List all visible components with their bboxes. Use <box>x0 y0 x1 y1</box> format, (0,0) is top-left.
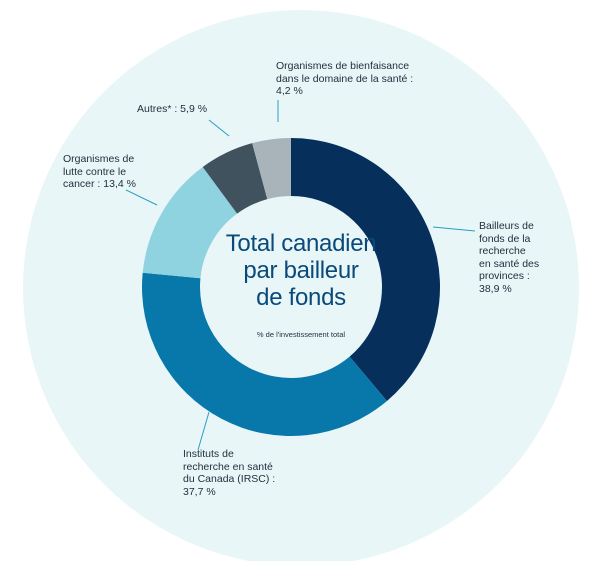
slice-cancer <box>142 166 238 279</box>
slice-label-autres: Autres* : 5,9 % <box>137 103 208 115</box>
slice-label-bienfaisance: Organismes de bienfaisance dans le domai… <box>276 60 414 97</box>
chart-title-line: de fonds <box>256 284 346 311</box>
slice-label-irsc: Instituts de recherche en santé du Canad… <box>183 448 276 498</box>
slice-label-provinces: Bailleurs de fonds de la recherche en sa… <box>479 220 540 295</box>
leader-provinces <box>432 226 476 232</box>
slice-irsc <box>142 272 387 436</box>
slice-bienfaisance <box>252 138 291 200</box>
background-circle <box>23 10 579 561</box>
leader-autres <box>208 119 230 137</box>
slice-label-cancer: Organismes de lutte contre le cancer : 1… <box>63 153 136 190</box>
chart-subtitle: % de l'investissement total <box>256 330 346 339</box>
leader-irsc <box>197 411 210 451</box>
leader-cancer <box>125 189 158 206</box>
chart-title: Total canadien par bailleur de fonds <box>186 230 416 311</box>
chart-title-line: Total canadien <box>225 230 377 257</box>
chart-title-line: par bailleur <box>243 257 359 284</box>
slice-autres <box>202 143 268 214</box>
slice-provinces <box>291 138 441 401</box>
